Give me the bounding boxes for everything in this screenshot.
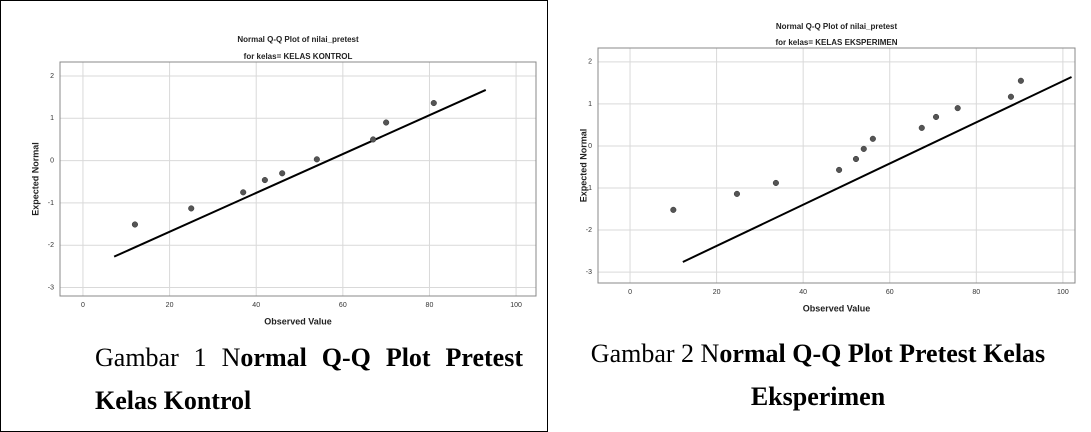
point: [918, 124, 925, 131]
y-tick-label: -3: [586, 269, 592, 276]
point: [261, 177, 268, 184]
y-tick-label: -1: [48, 200, 54, 207]
point: [188, 205, 195, 212]
x-tick-label: 20: [166, 302, 174, 309]
y-tick-label: 2: [588, 59, 592, 66]
point: [954, 105, 961, 112]
x-axis-label: Observed Value: [803, 303, 871, 313]
y-tick-label: -3: [48, 284, 54, 291]
point: [430, 99, 437, 107]
chart-title: Normal Q-Q Plot of nilai_pretest: [237, 35, 359, 44]
caption: Gambar 2 Normal Q-Q Plot Pretest Kelas E…: [578, 332, 1058, 418]
y-tick-label: 1: [588, 101, 592, 108]
chart-subtitle: for kelas= KELAS EKSPERIMEN: [775, 38, 897, 47]
x-tick-label: 100: [510, 302, 522, 309]
caption-plain: Gambar 1 N: [95, 343, 241, 372]
x-tick-label: 20: [713, 289, 721, 296]
point: [852, 155, 860, 163]
x-tick-label: 0: [628, 289, 632, 296]
point: [933, 113, 940, 120]
y-tick-label: 1: [50, 115, 54, 122]
point: [670, 206, 677, 213]
y-tick-label: 2: [50, 73, 54, 80]
x-tick-label: 40: [799, 289, 807, 296]
chart-subtitle: for kelas= KELAS KONTROL: [244, 52, 353, 61]
point: [279, 170, 286, 177]
x-tick-label: 60: [886, 289, 894, 296]
y-axis-label: Expected Normal: [30, 142, 40, 216]
y-tick-label: 0: [50, 157, 54, 164]
point: [772, 179, 779, 186]
y-tick-label: -1: [586, 185, 592, 192]
point: [313, 156, 320, 163]
point: [370, 136, 377, 143]
point: [131, 221, 138, 228]
y-tick-label: 0: [588, 143, 592, 150]
point: [383, 119, 390, 126]
point: [733, 190, 740, 197]
x-tick-label: 60: [339, 302, 347, 309]
plot-frame: [597, 47, 1076, 284]
x-tick-label: 80: [426, 302, 434, 309]
point: [1007, 93, 1014, 100]
reference-line: [113, 89, 487, 258]
caption-bold: ormal Q-Q Plot Pretest Kelas Kontrol: [95, 343, 523, 415]
y-tick-label: -2: [586, 227, 592, 234]
point: [836, 166, 843, 173]
reference-line: [682, 76, 1072, 263]
caption-plain: Gambar 2 N: [590, 339, 720, 368]
x-tick-label: 0: [81, 302, 85, 309]
caption: Gambar 1 Normal Q-Q Plot Pretest Kelas K…: [95, 336, 523, 422]
plot-frame: [59, 61, 537, 297]
chart-title: Normal Q-Q Plot of nilai_pretest: [776, 22, 898, 31]
point: [240, 189, 247, 196]
y-tick-label: -2: [48, 242, 54, 249]
x-tick-label: 40: [252, 302, 260, 309]
x-axis-label: Observed Value: [264, 316, 332, 326]
point: [860, 145, 867, 152]
point: [869, 135, 876, 142]
caption-bold: ormal Q-Q Plot Pretest Kelas Eksperimen: [719, 339, 1046, 411]
x-tick-label: 80: [972, 289, 980, 296]
point: [1017, 77, 1024, 84]
x-tick-label: 100: [1057, 289, 1069, 296]
y-axis-label: Expected Normal: [578, 129, 588, 203]
